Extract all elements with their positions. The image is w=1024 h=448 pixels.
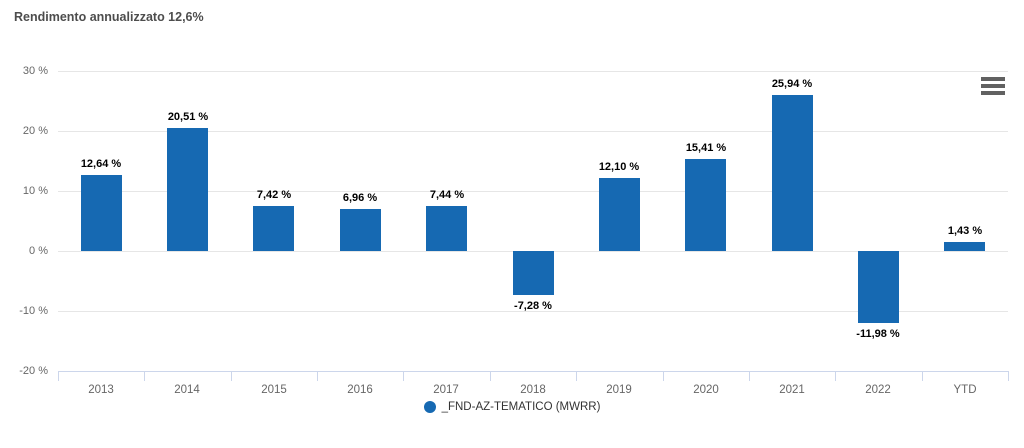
bar-2020[interactable] (685, 159, 726, 251)
x-axis-line (58, 371, 1009, 372)
bar-2016[interactable] (340, 209, 381, 251)
data-label-ytd: 1,43 % (947, 225, 983, 237)
x-axis-label-2022: 2022 (865, 384, 891, 396)
legend-item-fnd-az-tematico[interactable]: _FND-AZ-TEMATICO (MWRR) (423, 401, 601, 413)
y-gridline--10 (58, 311, 1008, 312)
data-label-2019: 12,10 % (598, 161, 640, 173)
bar-2021[interactable] (772, 95, 813, 251)
x-axis-label-2021: 2021 (779, 384, 805, 396)
data-label-2016: 6,96 % (342, 192, 378, 204)
x-axis-label-2013: 2013 (88, 384, 114, 396)
x-axis-label-2014: 2014 (174, 384, 200, 396)
bar-2022[interactable] (858, 251, 899, 323)
data-label-2018: -7,28 % (514, 300, 552, 312)
y-axis-label-10: 10 % (22, 185, 48, 197)
data-label-2017: 7,44 % (429, 189, 465, 201)
x-axis-label-2018: 2018 (520, 384, 546, 396)
y-gridline-30 (58, 71, 1008, 72)
chart-legend: _FND-AZ-TEMATICO (MWRR) (0, 401, 1024, 413)
hamburger-menu-icon (981, 77, 1005, 95)
data-label-2013: 12,64 % (80, 158, 122, 170)
x-axis-label-2019: 2019 (606, 384, 632, 396)
legend-series-marker-icon (423, 401, 436, 413)
x-axis-tick (663, 371, 664, 381)
x-axis-tick (58, 371, 59, 381)
bar-2014[interactable] (167, 128, 208, 251)
y-axis-label-0: 0 % (29, 245, 48, 257)
chart-title: Rendimento annualizzato 12,6% (14, 10, 204, 24)
x-axis-tick (490, 371, 491, 381)
bar-ytd[interactable] (944, 242, 985, 251)
data-label-2020: 15,41 % (685, 142, 727, 154)
x-axis-label-ytd: YTD (953, 384, 977, 396)
legend-series-label: _FND-AZ-TEMATICO (MWRR) (441, 401, 601, 413)
bar-2017[interactable] (426, 206, 467, 251)
x-axis-tick (231, 371, 232, 381)
x-axis-tick (922, 371, 923, 381)
y-axis-label-30: 30 % (22, 65, 48, 77)
y-axis-label--10: -10 % (19, 305, 48, 317)
x-axis-label-2020: 2020 (693, 384, 719, 396)
x-axis-tick (317, 371, 318, 381)
bar-2019[interactable] (599, 178, 640, 251)
x-axis-tick (576, 371, 577, 381)
x-axis-tick (749, 371, 750, 381)
x-axis-label-2017: 2017 (433, 384, 459, 396)
x-axis-label-2015: 2015 (261, 384, 287, 396)
bar-2013[interactable] (81, 175, 122, 251)
y-gridline-20 (58, 131, 1008, 132)
data-label-2015: 7,42 % (256, 189, 292, 201)
y-gridline-10 (58, 191, 1008, 192)
bar-2015[interactable] (253, 206, 294, 251)
y-axis-label--20: -20 % (19, 365, 48, 377)
x-axis-tick (835, 371, 836, 381)
chart-context-menu-button[interactable] (979, 74, 1007, 98)
data-label-2021: 25,94 % (771, 78, 813, 90)
x-axis-tick (144, 371, 145, 381)
data-label-2014: 20,51 % (167, 111, 209, 123)
x-axis-tick (403, 371, 404, 381)
x-axis-tick (1008, 371, 1009, 381)
y-axis-label-20: 20 % (22, 125, 48, 137)
x-axis-label-2016: 2016 (347, 384, 373, 396)
bar-2018[interactable] (513, 251, 554, 295)
data-label-2022: -11,98 % (856, 328, 900, 340)
